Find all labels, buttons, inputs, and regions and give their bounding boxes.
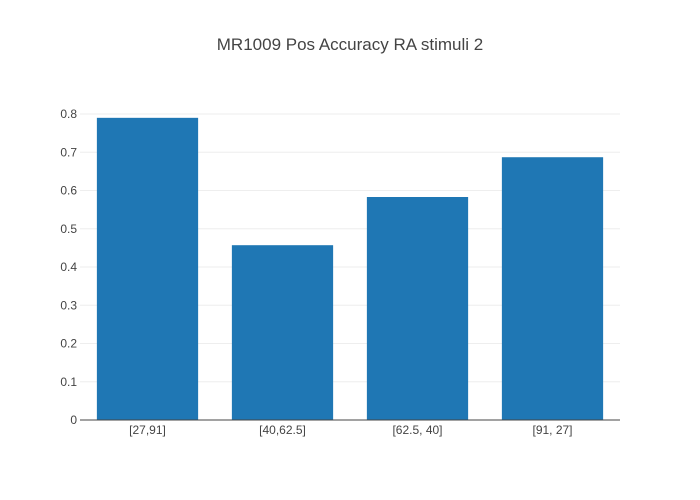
bars — [96, 117, 604, 420]
x-tick-label: [91, 27] — [532, 423, 572, 437]
y-tick-label: 0.3 — [60, 298, 77, 312]
y-tick-label: 0.7 — [60, 145, 77, 159]
bar[interactable] — [231, 245, 334, 420]
y-tick-label: 0 — [70, 413, 77, 427]
x-tick-label: [27,91] — [129, 423, 166, 437]
x-tick-label: [62.5, 40] — [392, 423, 442, 437]
y-tick-label: 0.6 — [60, 184, 77, 198]
y-tick-label: 0.8 — [60, 107, 77, 121]
x-axis-ticks: [27,91] [40,62.5] [62.5, 40] [91, 27] — [129, 423, 572, 437]
y-axis-ticks: 0 0.1 0.2 0.3 0.4 0.5 0.6 0.7 0.8 — [60, 107, 77, 427]
x-tick-label: [40,62.5] — [259, 423, 306, 437]
chart-title: MR1009 Pos Accuracy RA stimuli 2 — [217, 35, 483, 54]
y-tick-label: 0.5 — [60, 222, 77, 236]
y-tick-label: 0.1 — [60, 375, 77, 389]
bar[interactable] — [96, 117, 199, 420]
y-tick-label: 0.2 — [60, 337, 77, 351]
y-tick-label: 0.4 — [60, 260, 77, 274]
bar[interactable] — [501, 157, 604, 420]
bar[interactable] — [366, 197, 469, 420]
